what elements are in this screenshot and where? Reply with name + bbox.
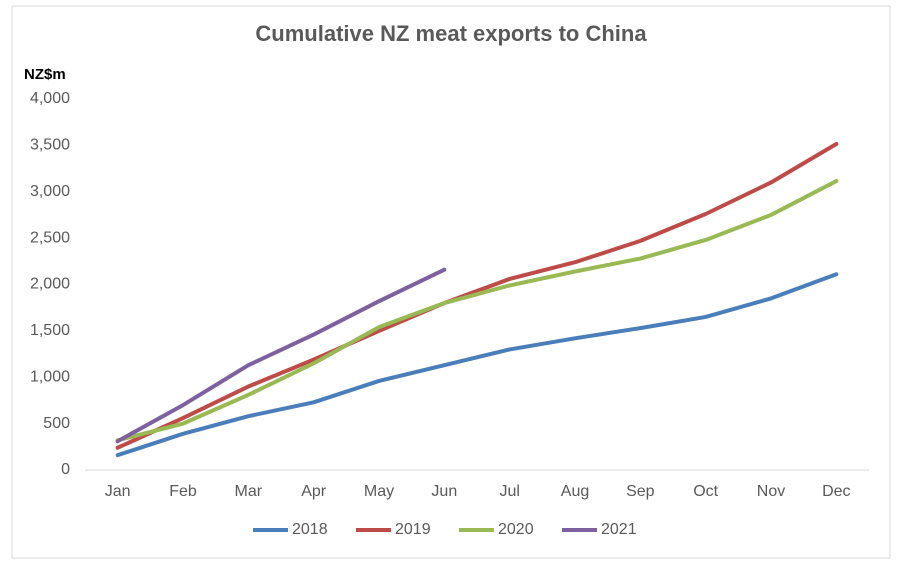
x-tick-label: Sep <box>626 483 655 500</box>
x-tick-label: Oct <box>693 483 718 500</box>
x-tick-label: Jan <box>105 483 131 500</box>
x-tick-label: Feb <box>169 483 197 500</box>
y-tick-label: 1,000 <box>30 368 70 385</box>
y-tick-label: 2,000 <box>30 276 70 293</box>
line-series <box>115 179 839 443</box>
y-axis-label: NZ$m <box>24 66 66 83</box>
legend-label: 2018 <box>292 521 328 538</box>
y-tick-label: 0 <box>61 461 70 478</box>
y-tick-label: 1,500 <box>30 322 70 339</box>
line-series <box>115 272 839 458</box>
x-tick-label: Mar <box>235 483 263 500</box>
x-tick-label: Jul <box>499 483 519 500</box>
x-tick-label: May <box>364 483 394 500</box>
x-tick-label: Apr <box>301 483 327 500</box>
x-tick-label: Dec <box>822 483 850 500</box>
y-tick-label: 500 <box>43 415 70 432</box>
y-tick-label: 3,500 <box>30 137 70 154</box>
chart-title: Cumulative NZ meat exports to China <box>255 21 647 46</box>
x-tick-label: Jun <box>431 483 457 500</box>
legend-label: 2020 <box>498 521 534 538</box>
line-series <box>115 141 839 450</box>
y-tick-label: 2,500 <box>30 229 70 246</box>
x-tick-label: Nov <box>757 483 785 500</box>
legend-label: 2021 <box>601 521 637 538</box>
y-tick-label: 3,000 <box>30 183 70 200</box>
chart-border <box>11 5 891 559</box>
line-series <box>115 267 447 444</box>
x-tick-label: Aug <box>561 483 589 500</box>
y-tick-label: 4,000 <box>30 90 70 107</box>
legend-label: 2019 <box>395 521 431 538</box>
